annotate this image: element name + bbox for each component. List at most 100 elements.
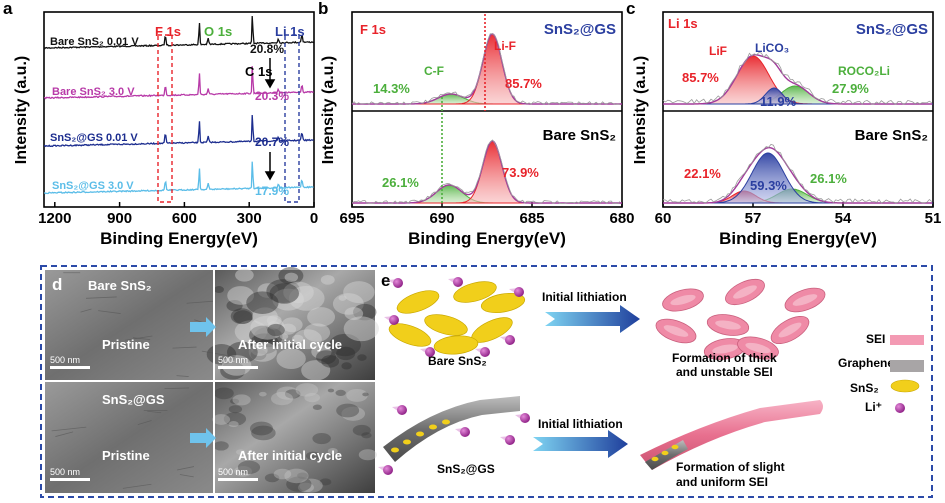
c1s-label: C 1s <box>245 64 272 79</box>
thick-sei-text-2: and unstable SEI <box>676 365 773 379</box>
panel-c-lico3-label: LiCO₃ <box>755 41 789 55</box>
panel-c-letter: c <box>626 0 635 18</box>
sem-blob <box>341 406 366 421</box>
panel-c-top-lif-pct: 85.7% <box>682 70 719 85</box>
sem-blob <box>344 307 364 321</box>
scale-bar-4 <box>218 478 258 481</box>
li-ion-3 <box>389 315 399 325</box>
sem-blob <box>235 449 246 455</box>
sem-blob <box>280 323 297 335</box>
trace-label-4: SnS₂@GS 3.0 V <box>52 180 134 192</box>
xps-survey-trace-2 <box>43 114 314 148</box>
sem-row2-label: SnS₂@GS <box>102 392 165 407</box>
sem-blob <box>230 398 240 405</box>
sem-blob <box>336 346 356 361</box>
graphene-tube <box>383 396 520 462</box>
sem-blob <box>267 321 280 330</box>
lithiation-arrow-1 <box>545 305 640 333</box>
slight-sei-text-2: and uniform SEI <box>676 475 768 489</box>
sem-blob <box>297 482 314 493</box>
panel-b-top-sample: SnS₂@GS <box>544 21 616 38</box>
sem-blob <box>273 468 292 480</box>
panel-c-title: Li 1s <box>668 16 698 31</box>
sem-gs-pristine <box>45 382 213 493</box>
panel-b-frame <box>351 11 623 208</box>
sem-blob <box>228 405 243 414</box>
panel-b-ylabel: Intensity (a.u.) <box>320 56 337 164</box>
trace-label-3: SnS₂@GS 0.01 V <box>50 132 138 144</box>
trace-pct-1: 20.8% <box>250 42 284 56</box>
sem-blob <box>311 344 332 359</box>
xps-survey-trace-0 <box>43 15 314 50</box>
sem-blob <box>249 333 280 355</box>
sei-core-4 <box>715 320 741 330</box>
sem-blob <box>257 283 279 298</box>
sem-blob <box>357 354 367 361</box>
panel-b-title: F 1s <box>360 22 386 37</box>
sem-blob <box>269 283 299 304</box>
sem-blob <box>266 279 301 303</box>
xtick-label-1: 57 <box>745 210 762 227</box>
xps-survey-trace-1 <box>43 66 314 100</box>
b-bot-raw <box>351 139 621 204</box>
sem-crack <box>147 410 162 414</box>
bare-sns2-label: Bare SnS₂ <box>428 354 487 368</box>
legend-graphene-swatch <box>890 360 924 372</box>
sem-blob <box>346 388 368 402</box>
sem-crack <box>80 308 92 313</box>
sem-blob <box>338 295 347 301</box>
sem-blob <box>301 360 331 381</box>
panel-a-xlabel: Binding Energy(eV) <box>100 229 258 248</box>
sem-blob <box>319 478 332 486</box>
sem-blob <box>312 404 322 410</box>
sem-texture <box>51 267 379 493</box>
c-top-roco2li-area <box>663 85 933 105</box>
c-top-raw <box>662 51 933 105</box>
li1s-label: Li 1s <box>275 24 305 39</box>
panel-c-top-roco2li-pct: 27.9% <box>832 81 869 96</box>
sem-blob <box>343 316 379 342</box>
sem-blob <box>292 334 304 343</box>
panel-b-top-lif-pct: 85.7% <box>505 76 542 91</box>
sem-blob <box>223 412 247 426</box>
panel-b: b Intensity (a.u.) Binding Energy(eV) 69… <box>318 0 635 248</box>
sem-blob <box>295 383 319 397</box>
sem-crack <box>98 310 121 314</box>
xtick-label-0: 695 <box>339 210 364 227</box>
panel-c-bottom-lico3-pct: 59.3% <box>750 178 787 193</box>
panel-c-frame <box>662 11 934 208</box>
panel-b-bottom-cf-pct: 26.1% <box>382 175 419 190</box>
sem-crack <box>179 474 194 478</box>
sem-blob <box>249 325 276 345</box>
sem-blob <box>249 421 273 436</box>
trace-label-1: Bare SnS₂ 0.01 V <box>50 36 139 48</box>
panel-b-cf-label: C-F <box>424 64 444 78</box>
panel-b-xlabel: Binding Energy(eV) <box>408 229 566 248</box>
sem-blob <box>276 386 299 400</box>
sem-blob <box>353 303 377 321</box>
panel-a-frame <box>43 11 315 208</box>
sem-blob <box>266 315 282 326</box>
sem-blob <box>213 441 229 451</box>
sem-blob <box>221 355 252 376</box>
bottom-dashed-frame <box>40 265 933 498</box>
sem-blob <box>264 473 280 483</box>
sem-blob <box>272 288 304 311</box>
c-top-envelope <box>663 54 933 105</box>
scale-text-2: 500 nm <box>218 355 248 365</box>
legend-li-text: Li⁺ <box>865 400 882 414</box>
panel-d-letter: d <box>52 275 62 294</box>
bare-sns2-particles <box>388 281 526 355</box>
panel-d: d Bare SnS₂ SnS₂@GS Pristine Pristine Af… <box>45 267 379 493</box>
sem-blob <box>214 387 234 400</box>
sei-core-3 <box>663 325 689 337</box>
sem-blob <box>281 317 303 333</box>
xtick-label-1: 900 <box>107 210 132 227</box>
sem-blob <box>327 388 335 393</box>
thick-sei-particles <box>655 278 826 360</box>
sem-arrows <box>190 317 216 448</box>
f1s-box <box>157 34 173 203</box>
sem-bare-after <box>215 270 375 380</box>
c-bot-raw <box>662 143 933 204</box>
sem-blob <box>335 389 346 396</box>
